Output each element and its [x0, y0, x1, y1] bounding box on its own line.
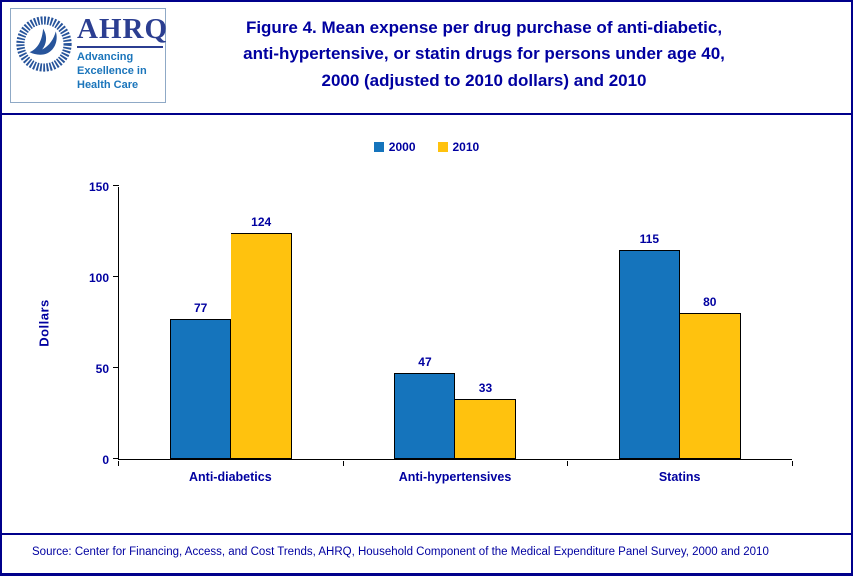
- bar-value-label: 47: [418, 355, 432, 370]
- y-axis-title: Dollars: [36, 299, 52, 347]
- y-tick-label: 0: [102, 453, 109, 467]
- x-axis-ticks: [118, 461, 793, 466]
- y-tick-label: 150: [88, 180, 109, 194]
- x-tick-mark: [342, 461, 344, 466]
- header: AHRQ Advancing Excellence in Health Care…: [2, 2, 851, 113]
- y-tick-mark: [113, 276, 119, 277]
- bar-2000-statins: 115: [618, 232, 680, 459]
- bar-value-label: 80: [703, 295, 717, 310]
- legend-swatch: [373, 142, 384, 152]
- chart-legend: 2000 2010: [2, 140, 851, 154]
- category-label: Anti-hypertensives: [398, 470, 512, 484]
- logo-divider: [77, 46, 163, 48]
- bar-2000-anti-diabetics: 77: [170, 301, 232, 459]
- y-tick-mark: [113, 185, 119, 186]
- x-tick-mark: [118, 461, 119, 466]
- bar-chart: 2000 2010 Dollars 77 124 47 33 115 80 0 50 100 15…: [2, 115, 851, 533]
- bar-value-label: 33: [478, 380, 493, 395]
- header-divider: [2, 113, 851, 115]
- legend-label: 2000: [388, 140, 416, 154]
- x-tick-mark: [792, 461, 793, 466]
- category-label: Statins: [658, 470, 701, 484]
- bar-value-label: 115: [639, 231, 659, 246]
- bar-value-label: 77: [193, 300, 208, 315]
- x-category-labels: Anti-diabetics Anti-hypertensives Statins: [118, 470, 792, 484]
- y-tick-mark: [113, 458, 119, 459]
- plot-area: 77 124 47 33 115 80 0 50 100 150: [89, 180, 792, 467]
- legend-item-2000: 2000: [373, 140, 416, 154]
- legend-swatch: [437, 142, 448, 152]
- source-note: Source: Center for Financing, Access, an…: [2, 533, 851, 573]
- ahrq-org-name: AHRQ: [77, 13, 168, 45]
- ahrq-logo: AHRQ Advancing Excellence in Health Care: [10, 8, 168, 103]
- x-tick-mark: [567, 461, 569, 466]
- bar-2010-statins: 80: [679, 295, 741, 459]
- ahrq-tagline: Advancing Excellence in Health Care: [77, 51, 147, 91]
- ahrq-wordmark: AHRQ Advancing Excellence in Health Care: [77, 13, 168, 92]
- y-tick-label: 100: [88, 271, 109, 285]
- bar-value-label: 124: [251, 215, 272, 230]
- legend-label: 2010: [452, 140, 480, 154]
- category-label: Anti-diabetics: [189, 470, 272, 484]
- bar-2010-anti-diabetics: 124: [231, 215, 293, 459]
- figure-title: Figure 4. Mean expense per drug purchase…: [243, 18, 725, 90]
- bar-2000-anti-hypertensives: 47: [394, 355, 456, 459]
- y-tick-label: 50: [95, 362, 109, 376]
- bar-2010-anti-hypertensives: 33: [455, 381, 517, 459]
- legend-item-2010: 2010: [437, 140, 480, 154]
- bar-group: 115 80: [568, 232, 792, 459]
- hhs-seal-icon: [16, 16, 72, 72]
- bar-groups: 77 124 47 33 115 80: [119, 187, 792, 459]
- bar-group: 47 33: [343, 355, 567, 459]
- bar-group: 77 124: [119, 215, 343, 459]
- y-tick-mark: [113, 367, 119, 368]
